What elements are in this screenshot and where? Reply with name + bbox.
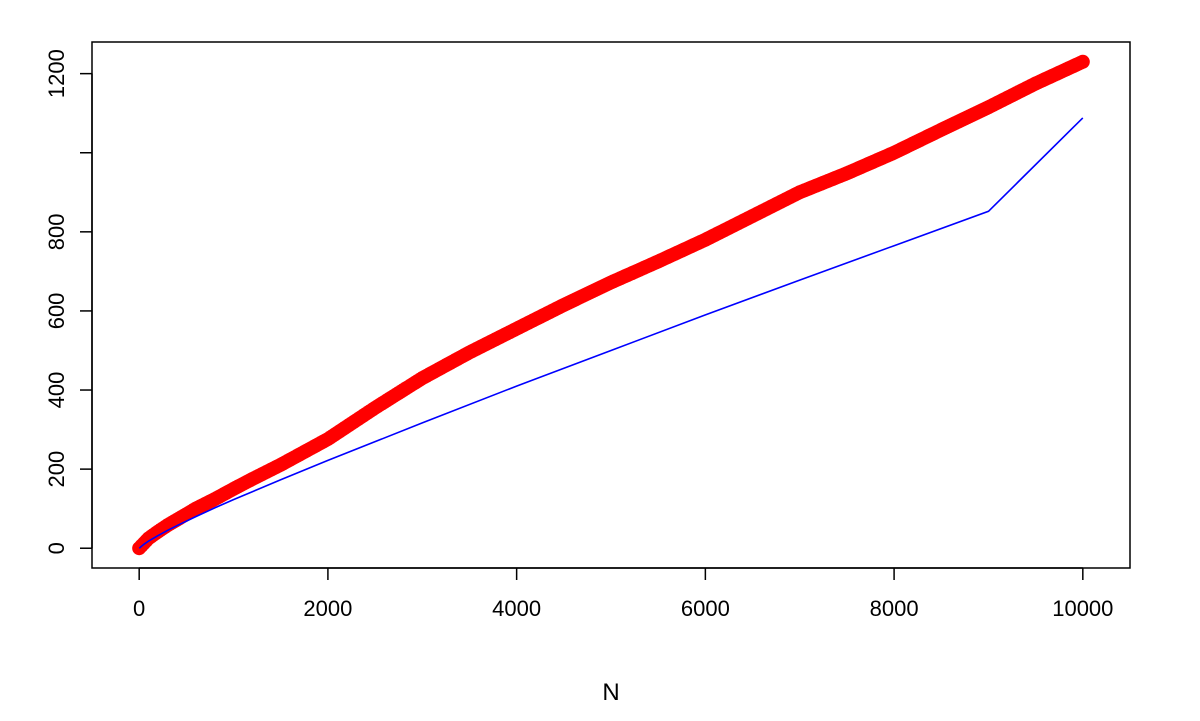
y-axis: 0 200 400 600 800 1200	[44, 49, 93, 554]
x-tick-label: 2000	[303, 596, 352, 621]
x-tick-label: 0	[133, 596, 145, 621]
y-tick-label: 800	[44, 213, 69, 250]
red-points-series	[132, 54, 1090, 556]
y-tick-label: 400	[44, 372, 69, 409]
x-axis-label: N	[602, 679, 619, 706]
x-axis: 0 2000 4000 6000 8000 10000	[133, 567, 1113, 621]
y-tick-label: 0	[44, 542, 69, 554]
y-tick-label: 1200	[44, 49, 69, 98]
x-tick-label: 10000	[1052, 596, 1113, 621]
series-line	[138, 117, 1084, 549]
x-tick-label: 6000	[681, 596, 730, 621]
data-point	[1075, 54, 1090, 69]
y-tick-label: 600	[44, 293, 69, 330]
x-tick-label: 8000	[870, 596, 919, 621]
y-tick-label: 200	[44, 451, 69, 488]
blue-line-series	[138, 117, 1084, 549]
x-tick-label: 4000	[492, 596, 541, 621]
